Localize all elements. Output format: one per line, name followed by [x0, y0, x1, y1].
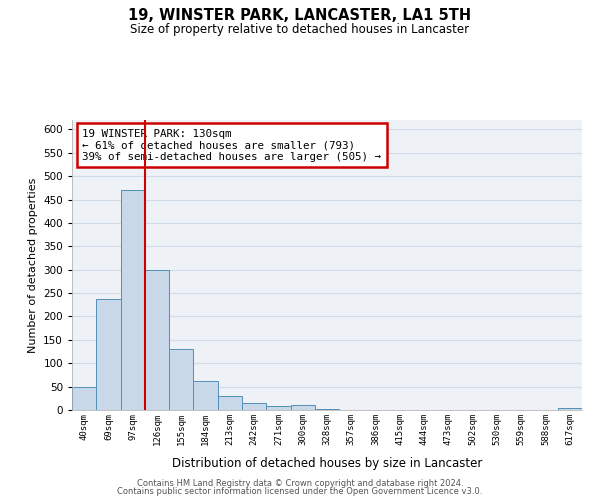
- Y-axis label: Number of detached properties: Number of detached properties: [28, 178, 38, 352]
- Bar: [290, 406, 315, 410]
- Text: Contains HM Land Registry data © Crown copyright and database right 2024.: Contains HM Land Registry data © Crown c…: [137, 478, 463, 488]
- Bar: [266, 406, 290, 410]
- Bar: [96, 298, 121, 410]
- Text: 19 WINSTER PARK: 130sqm
← 61% of detached houses are smaller (793)
39% of semi-d: 19 WINSTER PARK: 130sqm ← 61% of detache…: [82, 128, 381, 162]
- Bar: [218, 396, 242, 410]
- Text: Contains public sector information licensed under the Open Government Licence v3: Contains public sector information licen…: [118, 487, 482, 496]
- Text: Distribution of detached houses by size in Lancaster: Distribution of detached houses by size …: [172, 458, 482, 470]
- Bar: [193, 381, 218, 410]
- Bar: [169, 349, 193, 410]
- Bar: [72, 386, 96, 410]
- Bar: [145, 270, 169, 410]
- Text: Size of property relative to detached houses in Lancaster: Size of property relative to detached ho…: [130, 22, 470, 36]
- Bar: [558, 408, 582, 410]
- Bar: [315, 409, 339, 410]
- Text: 19, WINSTER PARK, LANCASTER, LA1 5TH: 19, WINSTER PARK, LANCASTER, LA1 5TH: [128, 8, 472, 22]
- Bar: [121, 190, 145, 410]
- Bar: [242, 402, 266, 410]
